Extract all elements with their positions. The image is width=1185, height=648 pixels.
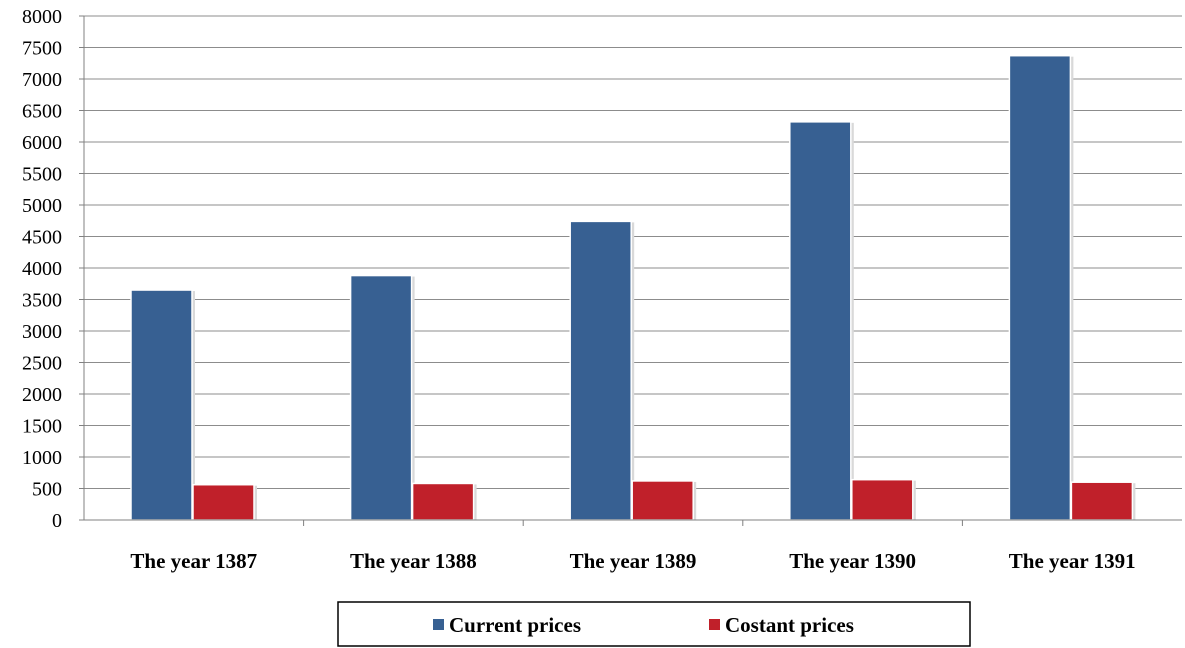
y-tick-label: 8000	[22, 6, 62, 28]
bar	[789, 121, 852, 521]
x-tick-label: The year 1390	[789, 549, 916, 573]
y-tick-label: 6500	[22, 101, 62, 123]
y-tick-label: 4500	[22, 227, 62, 249]
bar	[349, 274, 413, 521]
y-tick-label: 7500	[22, 38, 62, 60]
bar	[851, 478, 914, 521]
bar	[1070, 481, 1134, 521]
y-tick-label: 1000	[22, 447, 62, 469]
bar	[631, 480, 694, 521]
y-tick-label: 6000	[22, 132, 62, 154]
y-tick-label: 0	[52, 510, 62, 532]
legend: Current prices Costant prices	[337, 601, 971, 647]
legend-label: Current prices	[449, 613, 581, 637]
bar	[130, 289, 193, 521]
y-tick-label: 7000	[22, 69, 62, 91]
y-axis-ticks: 0 500 1000 1500 2000 2500 3000 3500 4000 4500 5000…	[22, 6, 62, 532]
y-tick-label: 3500	[22, 290, 62, 312]
x-tick-label: The year 1387	[130, 549, 257, 573]
legend-swatch	[433, 619, 444, 630]
x-tick-label: The year 1388	[350, 549, 477, 573]
y-tick-label: 2500	[22, 353, 62, 375]
legend-swatch	[709, 619, 720, 630]
bar	[569, 220, 632, 521]
bar	[1008, 54, 1072, 521]
bars	[130, 54, 1136, 521]
y-tick-label: 5000	[22, 195, 62, 217]
legend-box	[337, 601, 971, 647]
axes	[79, 15, 1182, 526]
y-tick-label: 5500	[22, 164, 62, 186]
x-axis-ticks: The year 1387 The year 1388 The year 1389 T…	[130, 549, 1135, 573]
bar	[192, 483, 255, 521]
y-tick-label: 4000	[22, 258, 62, 280]
y-tick-label: 500	[32, 479, 62, 501]
y-tick-label: 3000	[22, 321, 62, 343]
legend-label: Costant prices	[725, 613, 854, 637]
x-tick-label: The year 1389	[570, 549, 697, 573]
bar	[411, 482, 475, 521]
x-tick-label: The year 1391	[1009, 549, 1136, 573]
y-tick-label: 1500	[22, 416, 62, 438]
y-tick-label: 2000	[22, 384, 62, 406]
